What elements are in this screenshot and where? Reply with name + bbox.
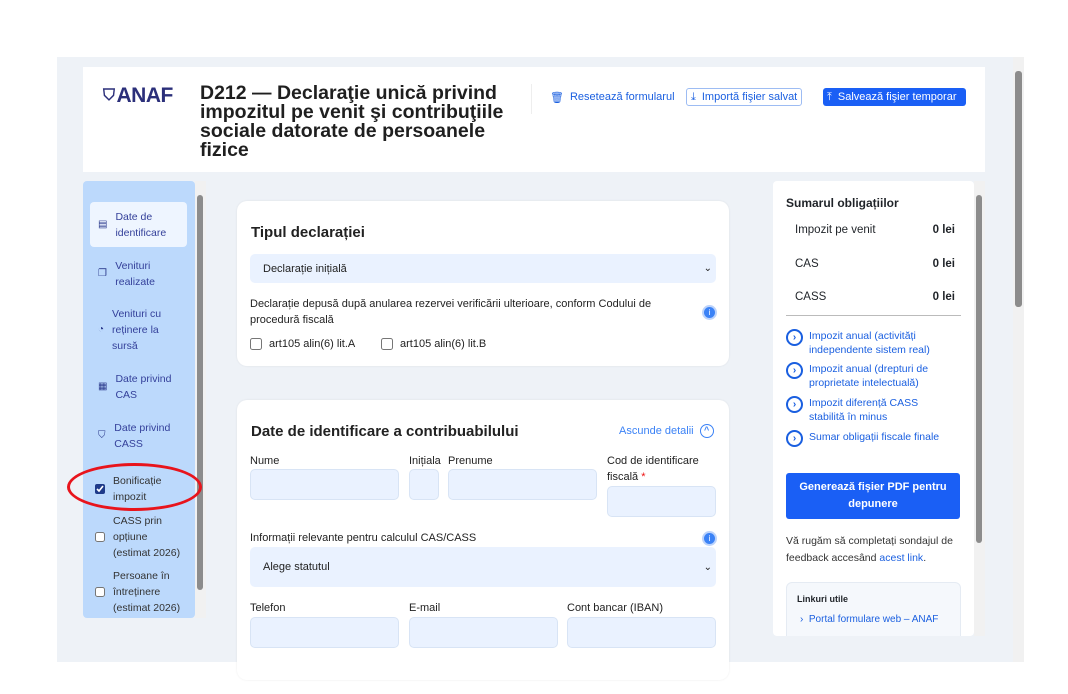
summary-link[interactable]: › Sumar obligații fiscale finale <box>786 430 956 447</box>
prenume-input[interactable] <box>448 469 597 500</box>
save-temp-file-button[interactable]: ⤒ Salvează fişier temporar <box>823 88 966 106</box>
summary-link[interactable]: › Impozit diferență CASS stabilită în min… <box>786 396 956 424</box>
sidebar-item-cass[interactable]: ⛉ Date privind CASS <box>98 422 171 450</box>
anaf-logo: ⛉ ANAF <box>103 84 173 107</box>
sidebar-item-venituri[interactable]: ❐ Venituri realizate <box>98 260 155 288</box>
summary-panel: Sumarul obligațiilor Impozit pe venit 0 l… <box>773 181 974 636</box>
identificare-card: Date de identificare a contribuabilului … <box>237 400 729 680</box>
section-title: Tipul declarației <box>251 224 365 241</box>
calculator-icon: ▦ <box>98 381 108 392</box>
document-icon: ▤ <box>98 218 108 230</box>
feedback-link[interactable]: acest link <box>879 552 924 564</box>
useful-link[interactable]: › Portal formulare web – ANAF <box>800 614 939 625</box>
nume-input[interactable] <box>250 469 399 500</box>
chevron-down-icon: ⌄ <box>703 561 712 573</box>
note-label: Declarație depusă după anularea rezervei… <box>250 298 652 326</box>
art105-b-checkbox[interactable]: art105 alin(6) lit.B <box>381 336 486 352</box>
reset-form-button[interactable]: 🗑 Resetează formularul <box>550 91 675 104</box>
coins-icon: ◔ <box>98 324 105 335</box>
chevron-up-icon: ^ <box>699 424 714 438</box>
trash-icon: 🗑 <box>550 91 564 104</box>
status-select[interactable]: Alege statutul ⌄ <box>250 547 716 587</box>
summary-scrollbar[interactable] <box>974 181 985 636</box>
section-title: Date de identificare a contribuabilului <box>251 423 519 440</box>
import-file-button[interactable]: ⤓ Importă fişier salvat <box>686 88 803 106</box>
summary-row: CAS 0 lei <box>795 258 955 270</box>
header <box>83 67 985 172</box>
cif-input[interactable] <box>607 486 716 517</box>
sidebar-item-persoane-intretinere[interactable]: Persoane în întreținere (estimat 2026) <box>87 567 184 617</box>
upload-icon: ⤒ <box>827 90 832 103</box>
sidebar: ▤ Date de identificare ❐ Venituri realizat… <box>83 181 195 618</box>
telefon-input[interactable] <box>250 617 399 648</box>
chevron-right-circle-icon: › <box>786 329 803 346</box>
summary-row: Impozit pe venit 0 lei <box>795 224 955 236</box>
download-icon: ⤓ <box>691 90 696 103</box>
chevron-right-circle-icon: › <box>786 396 803 413</box>
art105-a-checkbox[interactable]: art105 alin(6) lit.A <box>250 336 355 352</box>
initiala-input[interactable] <box>409 469 439 500</box>
shield-icon: ⛉ <box>98 430 106 441</box>
sidebar-item-identificare[interactable]: ▤ Date de identificare <box>90 202 187 247</box>
shield-icon: ⛉ <box>103 87 115 104</box>
summary-row: CASS 0 lei <box>795 291 955 303</box>
sidebar-scrollbar[interactable] <box>195 181 206 618</box>
summary-link[interactable]: › Impozit anual (drepturi de proprietate … <box>786 362 956 390</box>
sidebar-item-venituri-retinere[interactable]: ◔ Venituri cu reținere la sursă <box>98 308 162 352</box>
chevron-down-icon: ⌄ <box>703 263 712 274</box>
chevron-right-circle-icon: › <box>786 430 803 447</box>
summary-link[interactable]: › Impozit anual (activități independente … <box>786 329 956 357</box>
email-input[interactable] <box>409 617 558 648</box>
useful-links-box: Linkuri utile › Portal formulare web – A… <box>786 582 961 636</box>
copy-icon: ❐ <box>98 268 107 279</box>
declaration-type-select[interactable]: Declarație inițială ⌄ <box>250 254 716 283</box>
generate-pdf-button[interactable]: Generează fișier PDF pentru depunere <box>786 473 960 519</box>
sidebar-item-cas[interactable]: ▦ Date privind CAS <box>98 373 172 401</box>
chevron-right-circle-icon: › <box>786 362 803 379</box>
red-annotation-ellipse <box>67 463 202 511</box>
iban-input[interactable] <box>567 617 716 648</box>
sidebar-item-cass-optiune[interactable]: CASS prin opțiune (estimat 2026) <box>87 512 184 562</box>
feedback-text: Vă rugăm să completați sondajul de feedb… <box>786 535 953 564</box>
hide-details-toggle[interactable]: Ascunde detalii ^ <box>619 424 714 438</box>
info-icon[interactable]: i <box>704 533 715 544</box>
page-title: D212 — Declaraţie unică privind impozitu… <box>200 82 504 161</box>
info-icon[interactable]: i <box>704 307 715 318</box>
cass-optiune-checkbox[interactable] <box>95 532 105 542</box>
tip-declaratie-card: Tipul declarației Declarație inițială ⌄ D… <box>237 201 729 366</box>
window-scrollbar[interactable] <box>1013 57 1024 662</box>
persoane-checkbox[interactable] <box>95 587 105 597</box>
